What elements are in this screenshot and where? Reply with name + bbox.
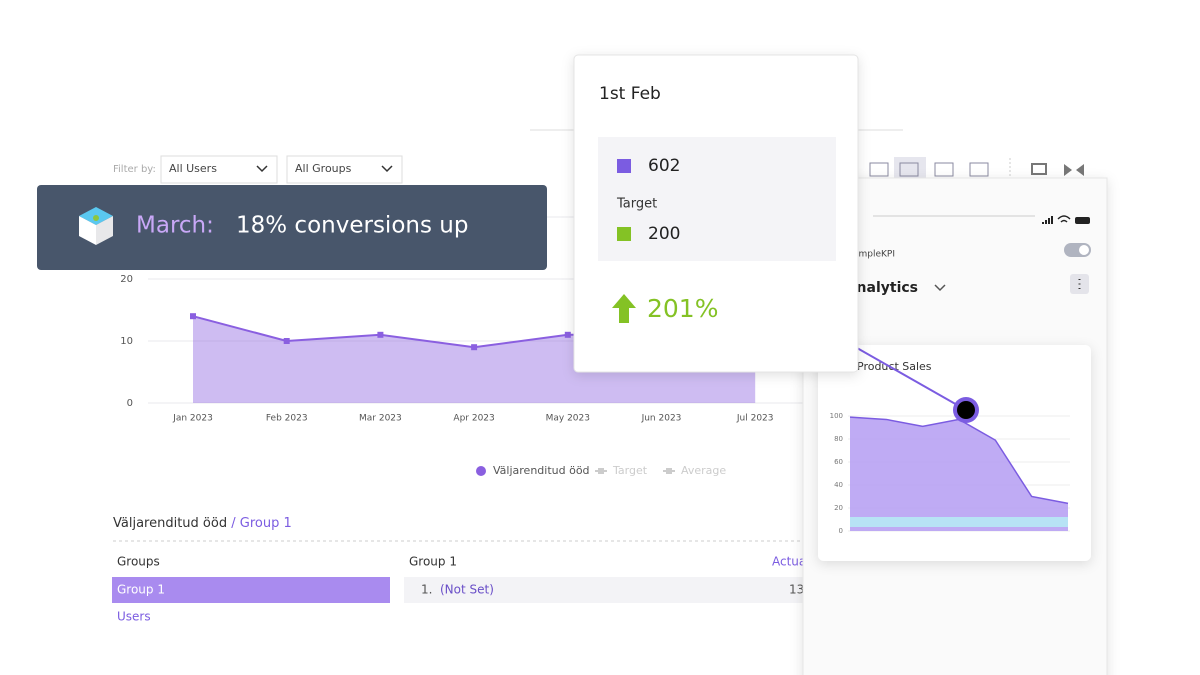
banner-panel: March: 18% conversions up bbox=[37, 185, 547, 270]
legend-label: Target bbox=[612, 464, 648, 477]
dropdown[interactable] bbox=[286, 155, 403, 184]
toolbar-icon[interactable] bbox=[934, 162, 954, 177]
y-tick-label: 20 bbox=[834, 504, 843, 512]
y-tick-label: 80 bbox=[834, 435, 843, 443]
row-index: 1. bbox=[421, 583, 432, 597]
chevron bbox=[256, 165, 268, 173]
target-swatch bbox=[617, 227, 631, 241]
filter-label: Filter by: bbox=[113, 164, 156, 175]
point bbox=[564, 331, 571, 338]
brand: SimpleKPI bbox=[850, 250, 895, 260]
x-tick-label: Jul 2023 bbox=[736, 414, 774, 424]
area bbox=[850, 417, 1068, 531]
breadcrumb: Väljarenditud ööd / Group 1 bbox=[113, 516, 292, 531]
up-arrow bbox=[612, 294, 636, 323]
wifi bbox=[1057, 215, 1071, 223]
view-title: Analytics bbox=[846, 280, 918, 296]
tooltip-change: 201% bbox=[647, 294, 718, 323]
card-title: Product Sales bbox=[857, 360, 932, 373]
x-tick-label: Feb 2023 bbox=[266, 414, 308, 424]
y-tick-label: 0 bbox=[839, 527, 843, 535]
legend-dot bbox=[476, 466, 486, 476]
y-tick-label: 10 bbox=[120, 336, 133, 347]
group-item[interactable]: Group 1 bbox=[117, 583, 165, 597]
toolbar-icon[interactable] bbox=[969, 162, 989, 177]
dropdown-text: All Users bbox=[169, 162, 217, 175]
y-tick-label: 100 bbox=[830, 412, 843, 420]
column-header: Groups bbox=[117, 555, 160, 569]
chevron bbox=[381, 165, 393, 173]
battery bbox=[1075, 217, 1090, 224]
x-tick-label: Jan 2023 bbox=[172, 414, 213, 424]
toolbar-icon[interactable] bbox=[1031, 163, 1047, 175]
toggle-knob bbox=[1079, 245, 1089, 255]
value-swatch bbox=[617, 159, 631, 173]
y-tick-label: 60 bbox=[834, 458, 843, 466]
tooltip-target: 200 bbox=[648, 224, 680, 244]
legend-marker bbox=[598, 468, 604, 474]
banner-box bbox=[37, 185, 547, 270]
cube-left bbox=[79, 216, 96, 245]
row-value: 13 bbox=[789, 583, 804, 597]
selected-row bbox=[112, 577, 390, 603]
x-tick-label: Mar 2023 bbox=[359, 414, 402, 424]
banner-month: March: bbox=[136, 213, 214, 239]
x-tick-label: Apr 2023 bbox=[453, 414, 494, 424]
tooltip-date: 1st Feb bbox=[599, 84, 661, 104]
data-row bbox=[404, 577, 804, 603]
x-tick-label: May 2023 bbox=[546, 414, 590, 424]
row-name: (Not Set) bbox=[440, 583, 494, 597]
breadcrumb-root: Väljarenditud ööd bbox=[113, 516, 227, 531]
cube-right bbox=[96, 216, 113, 245]
x-tick-label: Jun 2023 bbox=[641, 414, 682, 424]
highlight-dot bbox=[957, 401, 975, 419]
point bbox=[283, 338, 290, 344]
signal bbox=[1042, 216, 1053, 224]
pointer-line bbox=[849, 343, 967, 411]
tooltip-value: 602 bbox=[648, 156, 680, 176]
toolbar-icon[interactable] bbox=[899, 162, 919, 177]
legend-marker bbox=[666, 468, 672, 474]
y-tick-label: 20 bbox=[120, 274, 133, 285]
point bbox=[471, 344, 478, 351]
dropdown-text: All Groups bbox=[295, 162, 352, 175]
legend-label: Väljarenditud ööd bbox=[493, 464, 590, 477]
toolbar-icon[interactable] bbox=[1064, 164, 1084, 176]
target-label: Target bbox=[616, 197, 657, 212]
tooltip-panel: 1st Feb 602 Target 200 201% bbox=[573, 54, 859, 373]
column-header: Actual bbox=[772, 555, 810, 569]
toolbar-icon[interactable] bbox=[869, 162, 889, 177]
baseline-band bbox=[850, 517, 1068, 527]
tooltip-inner bbox=[598, 137, 836, 261]
group-item[interactable]: Users bbox=[117, 610, 151, 624]
dropdown[interactable] bbox=[160, 155, 278, 184]
column-header: Group 1 bbox=[409, 555, 457, 569]
point bbox=[190, 313, 196, 320]
legend-label: Average bbox=[681, 464, 726, 477]
cube-dot bbox=[93, 215, 99, 221]
point bbox=[377, 331, 384, 338]
banner-message: 18% conversions up bbox=[236, 213, 468, 239]
chevron bbox=[934, 284, 946, 292]
breadcrumb-leaf[interactable]: Group 1 bbox=[240, 516, 292, 531]
y-tick-label: 40 bbox=[834, 481, 843, 489]
y-tick-label: 0 bbox=[127, 398, 133, 409]
